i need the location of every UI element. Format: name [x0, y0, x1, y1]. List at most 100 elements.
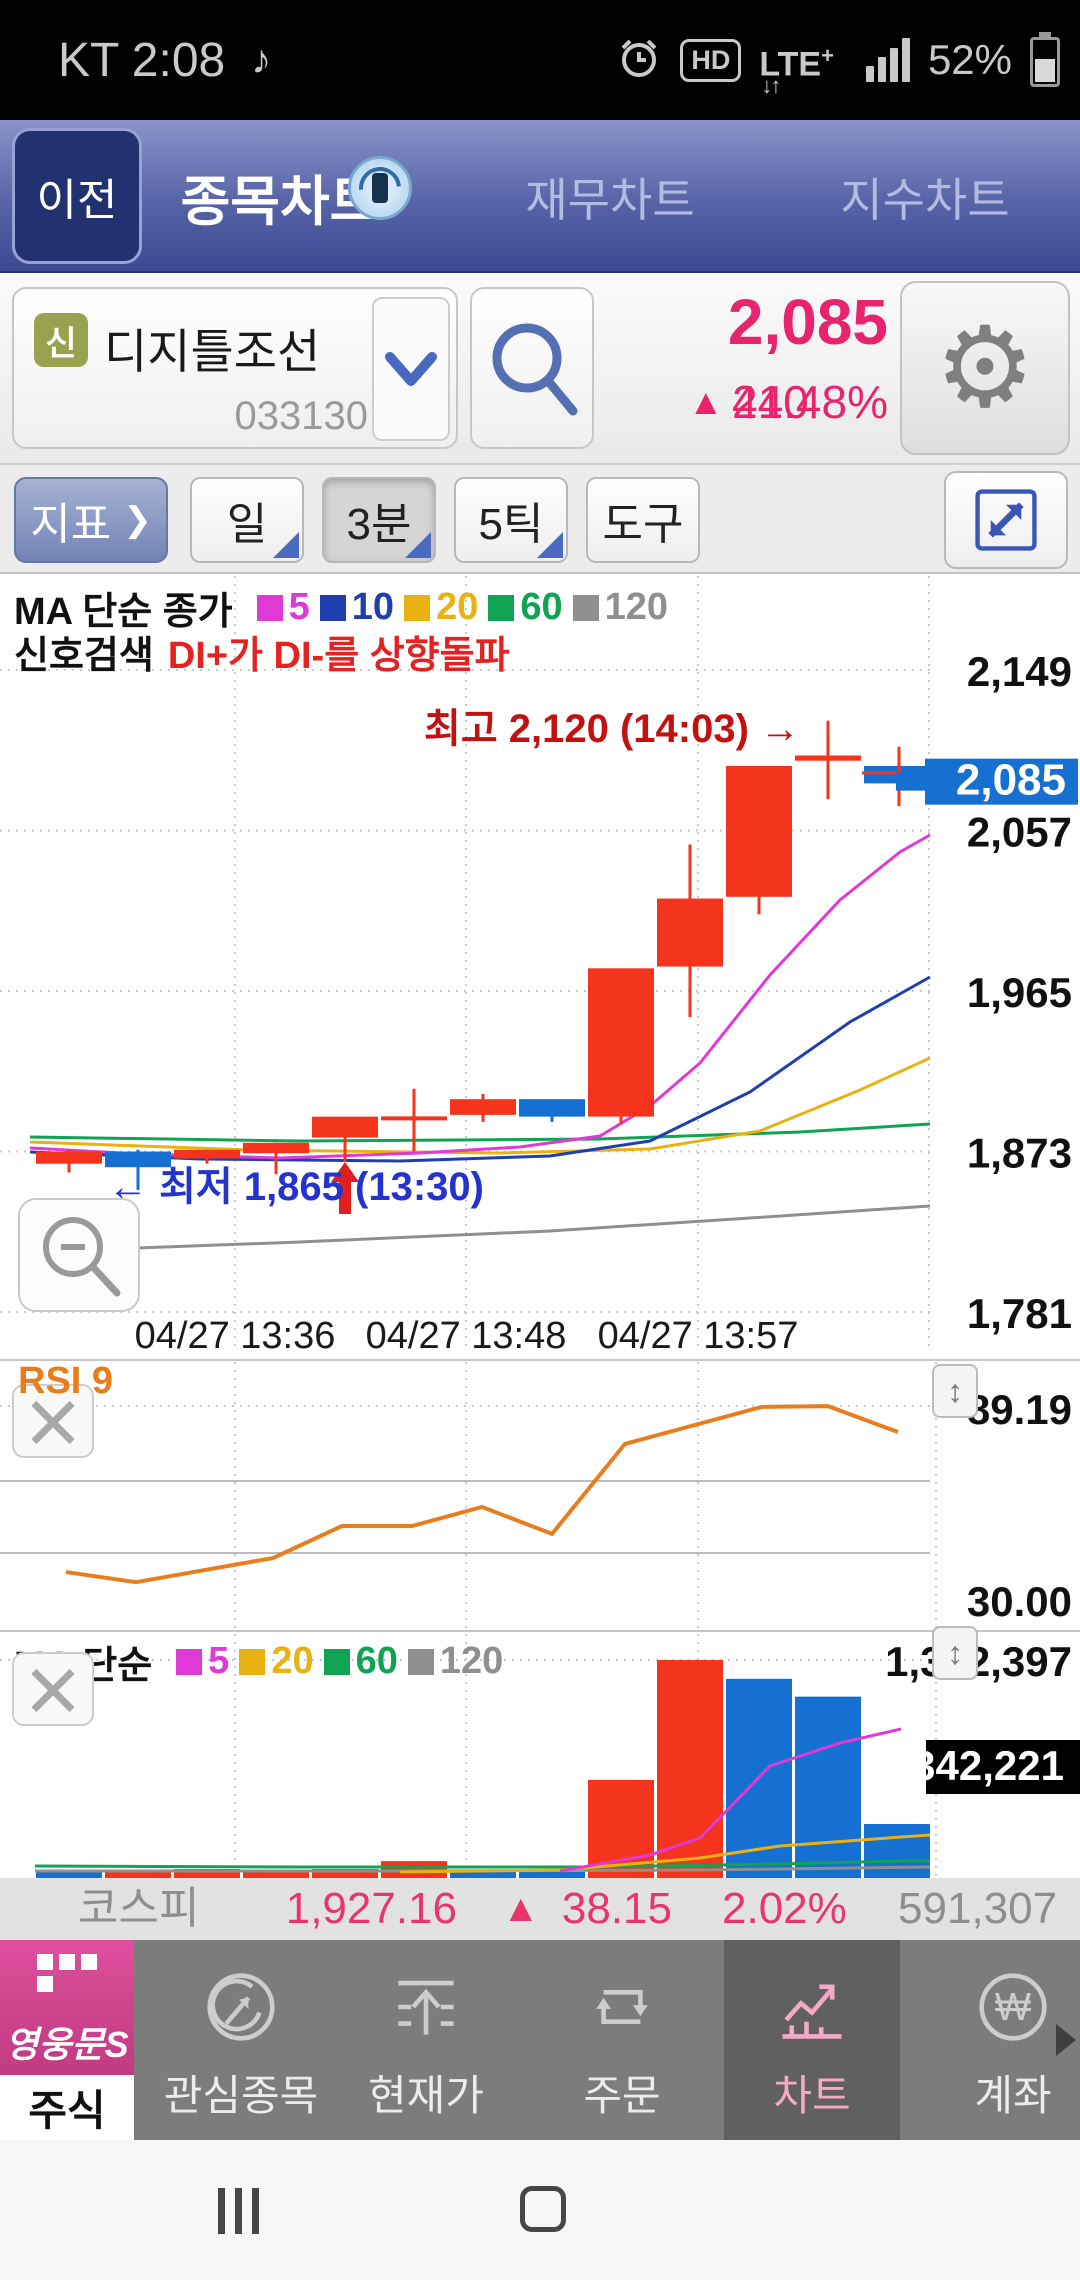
- volume-resize-button[interactable]: ↕: [932, 1626, 978, 1680]
- time-axis-label: 04/27 13:48: [366, 1315, 567, 1357]
- current-volume-tag: [926, 1740, 1080, 1794]
- price-y-label: 1,965: [967, 969, 1072, 1016]
- rsi-title: RSI 9: [18, 1360, 114, 1402]
- chart-icon: [724, 1952, 900, 2062]
- legend-period: 10: [351, 586, 395, 628]
- legend-swatch: [572, 594, 599, 621]
- nav-item-order[interactable]: 주문: [537, 1940, 707, 2140]
- signal-strength-icon: [865, 38, 910, 82]
- volume-vma60-line: [34, 1859, 930, 1869]
- lte-plus-icon: LTE+ ↓↑: [759, 42, 834, 98]
- period-button-daily[interactable]: 일: [190, 477, 304, 563]
- index-up-arrow: ▲: [502, 1888, 540, 1930]
- battery-percent: 52%: [927, 36, 1012, 83]
- candle-body: [588, 968, 654, 1117]
- bottom-nav: 영웅문S 주식 관심종목 현재가: [0, 1940, 1080, 2140]
- legend-period: 20: [436, 586, 479, 628]
- index-value: 1,927.16: [285, 1884, 457, 1933]
- high-annotation: 최고 2,120 (14:03) →: [424, 707, 800, 751]
- rsi-line: [65, 1404, 899, 1585]
- time-axis-label: 04/27 13:36: [135, 1315, 336, 1357]
- nav-item-watchlist[interactable]: 관심종목: [156, 1940, 326, 2140]
- legend-swatch: [407, 1648, 434, 1675]
- candle-body: [450, 1099, 516, 1115]
- tab-financial-chart[interactable]: 재무차트: [525, 173, 695, 226]
- app-logo-tile[interactable]: 영웅문S 주식: [0, 1940, 134, 2140]
- nav-more-arrow-icon[interactable]: [1056, 2024, 1076, 2056]
- rsi-min-label: 30.00: [967, 1578, 1072, 1625]
- carrier-time: KT 2:08: [58, 33, 226, 87]
- recents-button[interactable]: [218, 2188, 259, 2234]
- stock-dropdown-button[interactable]: [372, 297, 450, 441]
- search-icon: [492, 323, 578, 416]
- candle-body: [174, 1149, 240, 1159]
- back-button[interactable]: 이전: [12, 128, 142, 264]
- legend-period: 120: [604, 586, 669, 628]
- period-button-3min[interactable]: 3분: [322, 477, 436, 563]
- stock-selector[interactable]: 신 디지틀조선 033130: [12, 287, 458, 449]
- price-ma-legend: MA 단순 종가 5 10 20 60 120: [14, 586, 669, 633]
- price-y-label: 2,057: [967, 809, 1072, 856]
- legend-swatch: [239, 1648, 266, 1675]
- zoom-out-button[interactable]: [18, 1198, 140, 1312]
- volume-bar: [450, 1870, 516, 1878]
- price-y-label: 1,873: [967, 1130, 1072, 1177]
- rotate-screen-icon[interactable]: [348, 156, 412, 220]
- account-icon: ₩: [928, 1952, 1080, 2062]
- nav-item-stock[interactable]: 주식: [0, 2075, 134, 2140]
- nav-item-current-price[interactable]: 현재가: [341, 1940, 511, 2140]
- dropdown-corner-icon: [537, 532, 563, 558]
- grid-icon: [37, 1954, 97, 1992]
- rsi-max-label: 89.19: [967, 1386, 1072, 1433]
- legend-swatch: [256, 594, 283, 621]
- volume-bar: [243, 1870, 309, 1878]
- rsi-resize-button[interactable]: ↕: [932, 1364, 978, 1418]
- tab-index-chart[interactable]: 지수차트: [840, 173, 1010, 226]
- volume-bar: [312, 1869, 378, 1878]
- candle-body: [36, 1151, 102, 1164]
- time-axis-label: 04/27 13:57: [598, 1315, 799, 1357]
- index-change: 38.15: [561, 1884, 672, 1933]
- period-button-5tick[interactable]: 5틱: [454, 477, 568, 563]
- settings-button[interactable]: ⚙: [900, 281, 1070, 455]
- index-change-percent: 2.02%: [722, 1884, 847, 1933]
- chevron-right-icon: ❯: [123, 501, 152, 539]
- nav-item-chart[interactable]: 차트: [724, 1940, 900, 2140]
- price-ma5-line: [29, 833, 931, 1160]
- candle-body: [519, 1099, 585, 1117]
- android-nav-bar: [0, 2140, 1080, 2280]
- current-price: 2,085: [727, 286, 888, 358]
- legend-period: 60: [520, 586, 563, 628]
- nav-item-account[interactable]: ₩ 계좌: [928, 1940, 1080, 2140]
- chart-tab-header: 이전 종목차트 재무차트 지수차트: [0, 120, 1080, 273]
- indicator-button[interactable]: 지표 ❯: [14, 477, 168, 563]
- home-button[interactable]: [520, 2186, 566, 2232]
- price-ma10-line: [29, 975, 931, 1163]
- expand-icon: [975, 489, 1037, 551]
- legend-period: 5: [208, 1640, 230, 1682]
- tools-button[interactable]: 도구: [586, 477, 700, 563]
- tab-stock-chart[interactable]: 종목차트: [180, 172, 380, 232]
- stock-info-bar: 신 디지틀조선 033130 2,085 ▲ 410 24.48% ⚙: [0, 273, 1080, 465]
- volume-vma20-line: [399, 1833, 931, 1874]
- magnifier-minus-icon: [43, 1217, 121, 1297]
- candle-body: [726, 765, 792, 897]
- legend-period: 60: [355, 1640, 398, 1682]
- volume-close-button[interactable]: [12, 1652, 94, 1726]
- candle-body: [105, 1151, 171, 1168]
- legend-period: 20: [271, 1640, 314, 1682]
- price-y-label: 1,781: [967, 1290, 1072, 1337]
- fullscreen-button[interactable]: [944, 471, 1068, 569]
- price-change-percent: 24.48%: [731, 376, 888, 428]
- gear-icon: ⚙: [934, 305, 1036, 430]
- order-icon: [537, 1952, 707, 2062]
- rsi-close-button[interactable]: [12, 1384, 94, 1458]
- volume-bar: [36, 1870, 102, 1878]
- watchlist-icon: [156, 1952, 326, 2062]
- candle-body: [657, 898, 723, 967]
- stock-search-button[interactable]: [470, 287, 594, 449]
- index-volume: 591,307: [898, 1884, 1058, 1933]
- app-logo-text: 영웅문S: [5, 2024, 129, 2065]
